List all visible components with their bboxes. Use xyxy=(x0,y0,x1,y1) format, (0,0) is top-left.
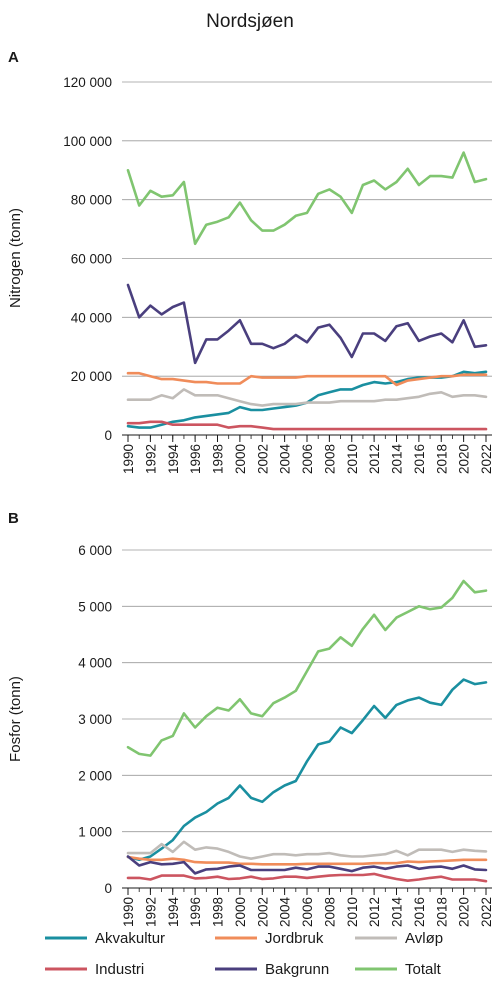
series-line-b-totalt xyxy=(126,579,488,757)
x-tick-label-a-8: 2006 xyxy=(300,444,315,474)
legend-label-industri: Industri xyxy=(95,961,144,978)
x-tick-label-a-10: 2010 xyxy=(345,444,360,474)
x-tick-label-b-14: 2018 xyxy=(434,897,449,927)
series-line-a-bakgrunn xyxy=(126,283,488,365)
panel-a-nitrogen: A 0 20 000 40 000 60 000 80 000 100 000 120 00… xyxy=(7,49,494,474)
x-tick-label-b-15: 2020 xyxy=(457,897,472,927)
y-tick-label-a-5: 100 000 xyxy=(63,134,112,149)
y-tick-label-b-1: 1 000 xyxy=(78,825,112,840)
x-tick-label-a-5: 2000 xyxy=(233,444,248,474)
series-line-b-industri xyxy=(126,872,488,883)
x-tick-label-a-3: 1996 xyxy=(188,444,203,474)
y-axis-title-a: Nitrogen (tonn) xyxy=(7,208,24,308)
x-tick-label-a-1: 1992 xyxy=(143,444,158,474)
series-line-a-industri xyxy=(126,420,488,431)
series-line-b-bakgrunn xyxy=(126,855,488,875)
y-axis-title-b: Fosfor (tonn) xyxy=(7,676,24,762)
x-tick-label-b-4: 1998 xyxy=(211,897,226,927)
series-line-b-jordbruk xyxy=(126,855,488,866)
x-tick-label-b-12: 2014 xyxy=(390,897,405,928)
legend-label-avløp: Avløp xyxy=(405,930,443,947)
series-line-a-jordbruk xyxy=(126,371,488,387)
x-tick-label-a-2: 1994 xyxy=(166,444,181,475)
legend-label-totalt: Totalt xyxy=(405,961,442,978)
series-line-b-avløp xyxy=(126,840,488,861)
panel-a-label: A xyxy=(8,49,19,66)
y-tick-label-a-2: 40 000 xyxy=(71,310,112,325)
y-tick-label-a-3: 60 000 xyxy=(71,252,112,267)
x-tick-label-b-0: 1990 xyxy=(121,897,136,927)
x-tick-label-b-13: 2016 xyxy=(412,897,427,927)
x-tick-label-a-11: 2012 xyxy=(367,444,382,474)
y-tick-label-a-1: 20 000 xyxy=(71,369,112,384)
x-tick-label-b-10: 2010 xyxy=(345,897,360,927)
series-line-b-akvakultur xyxy=(126,678,488,862)
x-tick-label-b-5: 2000 xyxy=(233,897,248,927)
x-tick-label-b-1: 1992 xyxy=(143,897,158,927)
x-tick-label-b-7: 2004 xyxy=(278,897,293,928)
legend: Akvakultur Jordbruk Avløp Industri Bakgrunn T… xyxy=(45,930,443,978)
y-tick-label-a-6: 120 000 xyxy=(63,75,112,90)
x-tick-label-a-14: 2018 xyxy=(434,444,449,474)
x-tick-label-a-16: 2022 xyxy=(479,444,494,474)
panel-b-fosfor: B 0 1 000 2 000 3 000 4 000 5 000 6 000 1990 199… xyxy=(7,510,494,927)
x-tick-label-a-12: 2014 xyxy=(390,444,405,475)
x-tick-label-b-8: 2006 xyxy=(300,897,315,927)
legend-label-akvakultur: Akvakultur xyxy=(95,930,165,947)
x-tick-label-b-9: 2008 xyxy=(322,897,337,927)
legend-label-bakgrunn: Bakgrunn xyxy=(265,961,329,978)
x-tick-label-b-2: 1994 xyxy=(166,897,181,928)
series-line-a-totalt xyxy=(126,151,488,246)
x-tick-label-a-0: 1990 xyxy=(121,444,136,474)
x-tick-label-b-3: 1996 xyxy=(188,897,203,927)
x-tick-label-a-9: 2008 xyxy=(322,444,337,474)
figure-title: Nordsjøen xyxy=(206,11,294,32)
y-tick-label-a-4: 80 000 xyxy=(71,193,112,208)
x-tick-label-a-15: 2020 xyxy=(457,444,472,474)
x-tick-label-b-11: 2012 xyxy=(367,897,382,927)
x-tick-label-b-16: 2022 xyxy=(479,897,494,927)
y-tick-label-b-3: 3 000 xyxy=(78,712,112,727)
y-tick-label-b-2: 2 000 xyxy=(78,768,112,783)
y-tick-label-b-0: 0 xyxy=(104,881,112,896)
x-tick-label-a-13: 2016 xyxy=(412,444,427,474)
y-tick-label-b-5: 5 000 xyxy=(78,599,112,614)
x-tick-label-a-4: 1998 xyxy=(211,444,226,474)
panel-b-label: B xyxy=(8,510,19,527)
x-tick-label-b-6: 2002 xyxy=(255,897,270,927)
y-tick-label-b-6: 6 000 xyxy=(78,543,112,558)
x-tick-label-a-7: 2004 xyxy=(278,444,293,475)
y-tick-label-b-4: 4 000 xyxy=(78,656,112,671)
x-tick-label-a-6: 2002 xyxy=(255,444,270,474)
legend-label-jordbruk: Jordbruk xyxy=(265,930,324,947)
series-line-a-avløp xyxy=(126,388,488,407)
y-tick-label-a-0: 0 xyxy=(104,428,112,443)
